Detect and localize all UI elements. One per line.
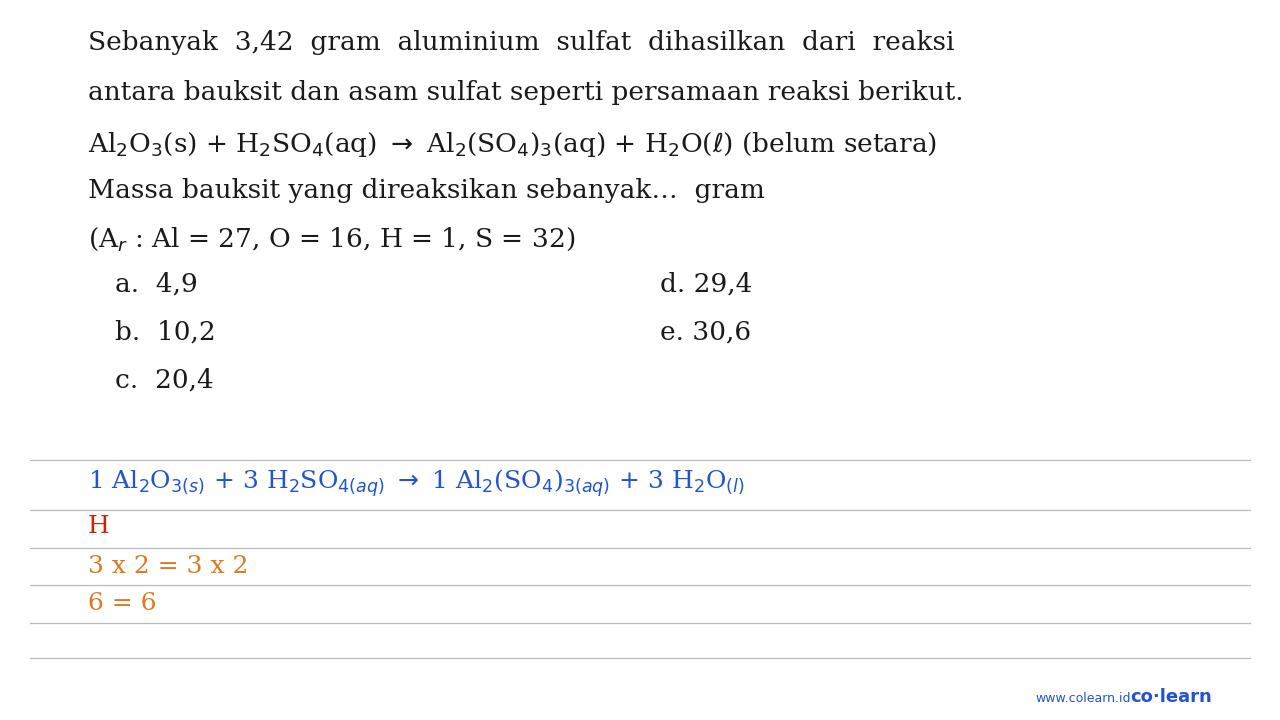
Text: H: H (88, 515, 110, 538)
Text: Sebanyak  3,42  gram  aluminium  sulfat  dihasilkan  dari  reaksi: Sebanyak 3,42 gram aluminium sulfat diha… (88, 30, 955, 55)
Text: co·learn: co·learn (1130, 688, 1212, 706)
Text: 3 x 2 = 3 x 2: 3 x 2 = 3 x 2 (88, 555, 248, 578)
Text: Massa bauksit yang direaksikan sebanyak…  gram: Massa bauksit yang direaksikan sebanyak…… (88, 178, 765, 203)
Text: a.  4,9: a. 4,9 (115, 272, 197, 297)
Text: (A$_r$ : Al = 27, O = 16, H = 1, S = 32): (A$_r$ : Al = 27, O = 16, H = 1, S = 32) (88, 225, 575, 253)
Text: antara bauksit dan asam sulfat seperti persamaan reaksi berikut.: antara bauksit dan asam sulfat seperti p… (88, 80, 964, 105)
Text: e. 30,6: e. 30,6 (660, 320, 751, 345)
Text: 1 Al$_2$O$_{3(s)}$ + 3 H$_2$SO$_{4(aq)}$ $\rightarrow$ 1 Al$_2$(SO$_4$)$_{3(aq)}: 1 Al$_2$O$_{3(s)}$ + 3 H$_2$SO$_{4(aq)}$… (88, 467, 745, 499)
Text: Al$_2$O$_3$(s) + H$_2$SO$_4$(aq) $\rightarrow$ Al$_2$(SO$_4$)$_3$(aq) + H$_2$O($: Al$_2$O$_3$(s) + H$_2$SO$_4$(aq) $\right… (88, 130, 937, 159)
Text: d. 29,4: d. 29,4 (660, 272, 753, 297)
Text: b.  10,2: b. 10,2 (115, 320, 216, 345)
Text: c.  20,4: c. 20,4 (115, 368, 214, 393)
Text: 6 = 6: 6 = 6 (88, 592, 156, 615)
Text: www.colearn.id: www.colearn.id (1036, 692, 1130, 705)
